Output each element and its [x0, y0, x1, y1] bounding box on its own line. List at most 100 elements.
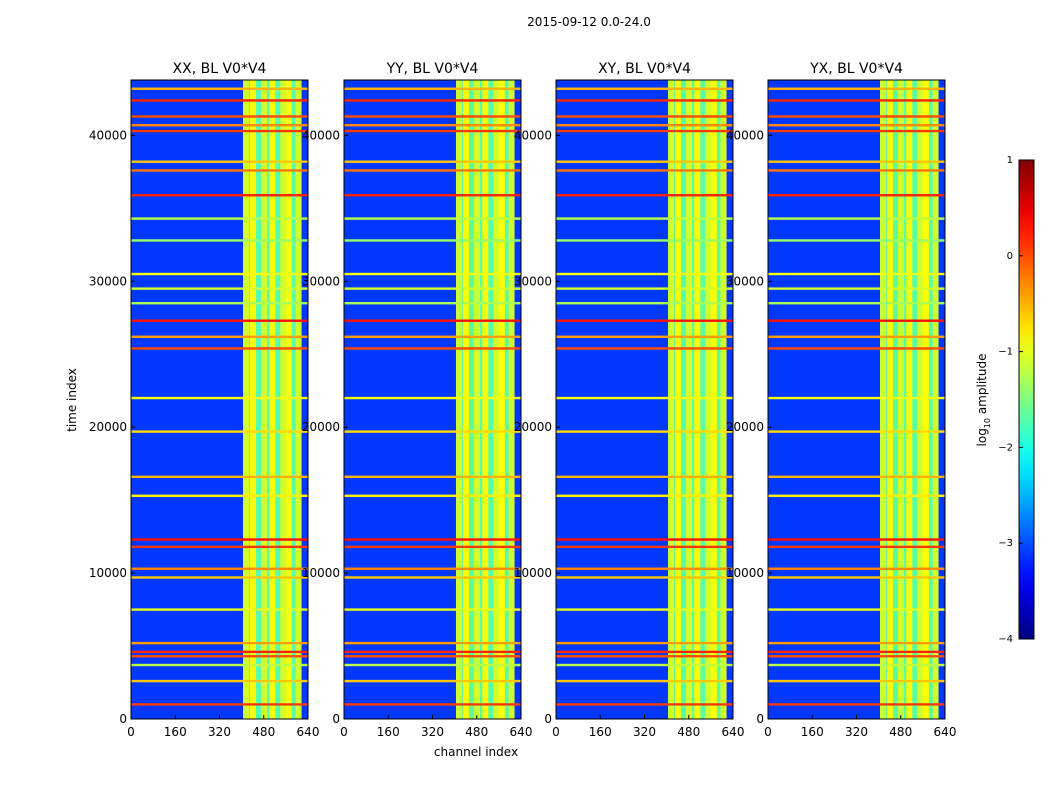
- colorbar-gradient: [1018, 159, 1035, 640]
- flagged-row: [131, 319, 308, 322]
- bright-column: [710, 80, 717, 719]
- colorbar-tick-label: 1: [1007, 155, 1013, 166]
- flagged-row: [556, 663, 733, 667]
- bright-column: [285, 80, 292, 719]
- x-tick-label: 640: [722, 725, 745, 739]
- flagged-row: [768, 430, 945, 433]
- flagged-row: [768, 287, 945, 290]
- y-tick-label: 30000: [726, 274, 764, 288]
- bright-column: [880, 80, 887, 719]
- flagged-row: [768, 545, 945, 549]
- flagged-row: [768, 703, 945, 706]
- bright-column: [694, 80, 701, 719]
- flagged-row: [131, 217, 308, 220]
- flagged-row: [131, 129, 308, 133]
- bright-column: [473, 80, 480, 719]
- flagged-row: [768, 169, 945, 172]
- colorbar-tick-label: −2: [998, 442, 1013, 453]
- colorbar-tick-label: −1: [998, 347, 1013, 358]
- flagged-row: [131, 160, 308, 163]
- y-tick-label: 0: [332, 712, 340, 726]
- y-tick-label: 40000: [302, 128, 340, 142]
- bright-column: [260, 80, 267, 719]
- flagged-row: [768, 576, 945, 579]
- flagged-row: [556, 124, 733, 127]
- flagged-row: [344, 302, 521, 305]
- flagged-row: [344, 124, 521, 127]
- flagged-row: [556, 99, 733, 102]
- flagged-row: [344, 475, 521, 479]
- x-tick-label: 320: [208, 725, 231, 739]
- y-tick-label: 10000: [514, 566, 552, 580]
- bright-column: [269, 80, 276, 719]
- flagged-row: [131, 115, 308, 118]
- flagged-row: [556, 679, 733, 683]
- x-tick-label: 480: [465, 725, 488, 739]
- flagged-row: [556, 272, 733, 276]
- flagged-row: [556, 302, 733, 305]
- flagged-row: [344, 538, 521, 541]
- flagged-row: [344, 194, 521, 197]
- flagged-row: [344, 169, 521, 172]
- flagged-row: [556, 319, 733, 322]
- flagged-row: [768, 124, 945, 127]
- flagged-row: [556, 160, 733, 163]
- bright-column: [280, 80, 287, 719]
- flagged-row: [344, 335, 521, 338]
- x-tick-label: 640: [297, 725, 320, 739]
- flagged-row: [556, 335, 733, 338]
- flagged-row: [556, 287, 733, 290]
- flagged-row: [768, 239, 945, 242]
- bright-column: [668, 80, 675, 719]
- bright-column: [705, 80, 712, 719]
- flagged-row: [131, 430, 308, 433]
- flagged-row: [556, 115, 733, 118]
- flagged-row: [344, 396, 521, 400]
- bright-column: [482, 80, 489, 719]
- flagged-row: [131, 567, 308, 570]
- bright-column: [498, 80, 505, 719]
- bright-column: [456, 80, 463, 719]
- x-tick-label: 160: [801, 725, 824, 739]
- flagged-row: [556, 430, 733, 433]
- flagged-row: [556, 169, 733, 172]
- flagged-row: [556, 194, 733, 197]
- flagged-row: [556, 655, 733, 658]
- y-tick-label: 20000: [514, 420, 552, 434]
- flagged-row: [768, 115, 945, 118]
- flagged-row: [768, 194, 945, 197]
- y-tick-label: 20000: [726, 420, 764, 434]
- flagged-row: [344, 319, 521, 322]
- x-tick-label: 0: [552, 725, 560, 739]
- flagged-row: [556, 650, 733, 654]
- y-tick-label: 0: [119, 712, 127, 726]
- flagged-row: [131, 335, 308, 338]
- x-tick-label: 0: [127, 725, 135, 739]
- flagged-row: [131, 302, 308, 305]
- flagged-row: [344, 129, 521, 133]
- flagged-row: [131, 650, 308, 654]
- flagged-row: [556, 576, 733, 579]
- bright-column: [922, 80, 929, 719]
- flagged-row: [344, 650, 521, 654]
- flagged-row: [556, 217, 733, 220]
- y-tick-label: 0: [544, 712, 552, 726]
- colorbar-label: log10 amplitude: [975, 354, 992, 447]
- flagged-row: [131, 396, 308, 400]
- x-axis-label: channel index: [434, 745, 518, 759]
- colorbar-tick-label: −3: [998, 538, 1013, 549]
- x-tick-label: 320: [421, 725, 444, 739]
- flagged-row: [768, 494, 945, 497]
- y-tick-label: 30000: [89, 274, 127, 288]
- flagged-row: [768, 335, 945, 338]
- x-tick-label: 160: [377, 725, 400, 739]
- flagged-row: [344, 347, 521, 350]
- x-tick-label: 640: [934, 725, 957, 739]
- flagged-row: [131, 87, 308, 90]
- bright-column: [295, 80, 302, 719]
- flagged-row: [131, 608, 308, 611]
- flagged-row: [768, 641, 945, 645]
- heatmap-panel: XX, BL V0*V4 0 160 320 480 640 0 10000 20000 3000…: [89, 61, 320, 739]
- flagged-row: [131, 663, 308, 667]
